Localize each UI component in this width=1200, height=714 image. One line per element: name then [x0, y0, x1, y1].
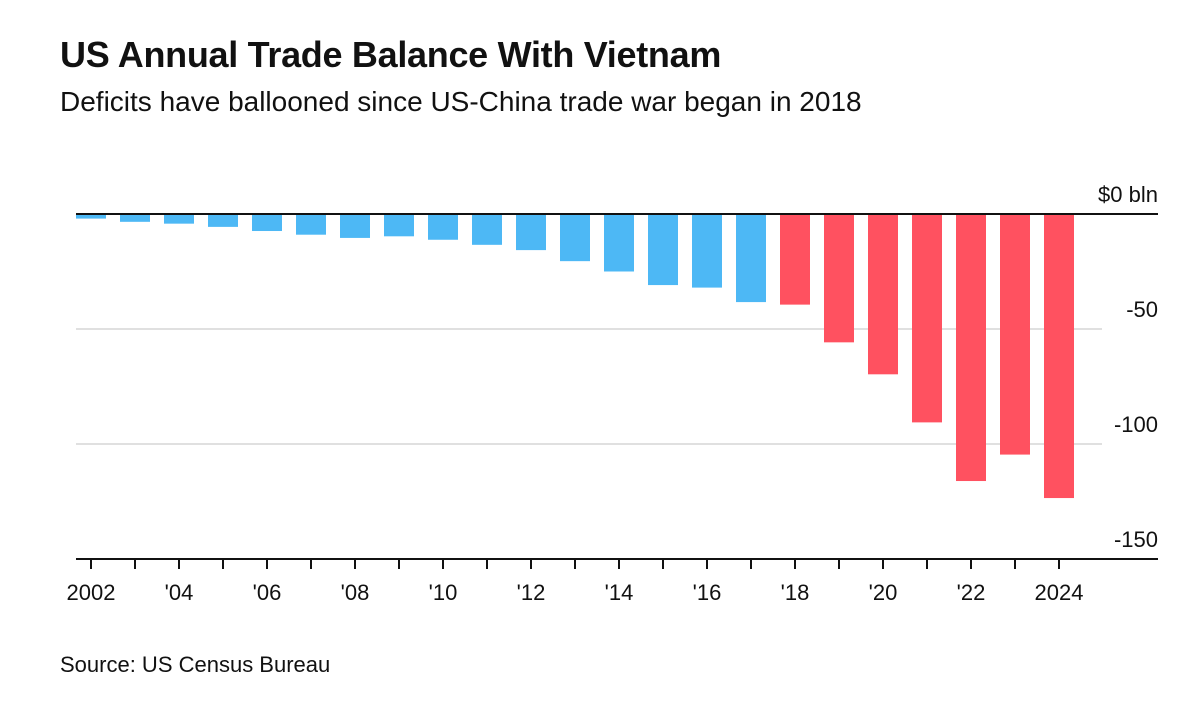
x-tick-label: '04: [165, 580, 194, 605]
bar-2019: [824, 214, 854, 343]
chart-subtitle: Deficits have ballooned since US-China t…: [60, 86, 862, 117]
x-tick-label: '12: [517, 580, 546, 605]
y-tick-label: $0 bln: [1098, 182, 1158, 207]
bar-2015: [648, 214, 678, 286]
bar-2003: [120, 214, 150, 222]
x-tick-label: '20: [869, 580, 898, 605]
chart-title: US Annual Trade Balance With Vietnam: [60, 34, 722, 75]
bar-2011: [472, 214, 502, 245]
y-tick-label: -100: [1114, 412, 1158, 437]
bar-2017: [736, 214, 766, 303]
x-tick-label: '16: [693, 580, 722, 605]
bar-2014: [604, 214, 634, 272]
bar-2013: [560, 214, 590, 262]
bar-2022: [956, 214, 986, 482]
bar-2020: [868, 214, 898, 375]
bar-2021: [912, 214, 942, 423]
bar-2016: [692, 214, 722, 288]
bar-2018: [780, 214, 810, 305]
x-tick-label: '08: [341, 580, 370, 605]
x-tick-label: '10: [429, 580, 458, 605]
x-tick-label: '06: [253, 580, 282, 605]
bar-2009: [384, 214, 414, 237]
y-tick-label: -50: [1126, 297, 1158, 322]
bar-2002: [76, 214, 106, 219]
bar-2024: [1044, 214, 1074, 499]
bar-2006: [252, 214, 282, 232]
bar-2012: [516, 214, 546, 251]
bar-2007: [296, 214, 326, 235]
bar-2005: [208, 214, 238, 227]
bar-2023: [1000, 214, 1030, 455]
x-tick-label: '18: [781, 580, 810, 605]
bar-2004: [164, 214, 194, 224]
x-tick-label: '22: [957, 580, 986, 605]
x-tick-label: '14: [605, 580, 634, 605]
y-tick-label: -150: [1114, 527, 1158, 552]
x-tick-label: 2024: [1035, 580, 1084, 605]
source-note: Source: US Census Bureau: [60, 652, 331, 677]
bar-2010: [428, 214, 458, 240]
bar-2008: [340, 214, 370, 238]
x-tick-label: 2002: [67, 580, 116, 605]
